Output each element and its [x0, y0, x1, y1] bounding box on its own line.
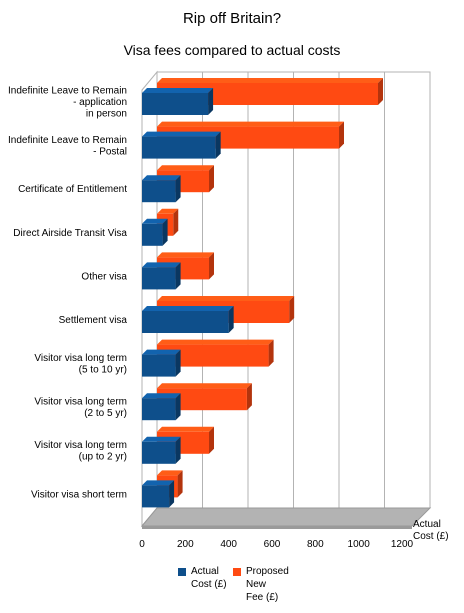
bar-actual [142, 267, 176, 290]
bar-end-proposed [268, 339, 274, 367]
bar-actual [142, 485, 170, 508]
bar-top-actual [142, 262, 181, 268]
chart-title: Rip off Britain? [182, 10, 282, 27]
bar-top-proposed [157, 470, 183, 476]
x-tick-label: 0 [139, 539, 145, 550]
category-label: Direct Airside Transit Visa [13, 228, 127, 239]
bar-actual [142, 136, 216, 159]
category-label: Other visa [81, 271, 127, 282]
legend-label-line: Fee (£) [246, 592, 279, 603]
bar-end-proposed [173, 208, 179, 236]
bar-actual [142, 441, 176, 464]
bar-end-actual [215, 131, 221, 159]
bar-actual [142, 93, 209, 115]
category-label: - application [73, 97, 127, 108]
category-label: Visitor visa short term [31, 489, 127, 500]
bar-top-actual [142, 175, 181, 181]
bar-end-actual [162, 218, 168, 246]
bar-end-actual [175, 262, 181, 290]
bar-top-proposed [157, 426, 214, 432]
category-label: Visitor visa long term [34, 396, 127, 407]
bar-end-proposed [209, 252, 214, 280]
x-tick-label: 1000 [348, 539, 371, 550]
category-label: Indefinite Leave to Remain [8, 135, 127, 146]
bar-top-actual [142, 218, 168, 224]
category-label: in person [86, 109, 127, 120]
bar-top-actual [142, 131, 221, 137]
legend-label-line: Proposed [246, 566, 289, 577]
bar-end-proposed [289, 296, 295, 323]
bar-actual [142, 311, 229, 333]
chart-subtitle: Visa fees compared to actual costs [123, 42, 341, 58]
bar-end-proposed [177, 470, 183, 498]
legend-label-proposed: Proposed New Fee (£) [246, 565, 294, 604]
x-tick-label: 800 [307, 539, 324, 550]
bar-end-proposed [209, 426, 214, 454]
bar-top-actual [142, 88, 214, 93]
category-label: (2 to 5 yr) [84, 408, 127, 419]
bar-top-proposed [157, 165, 214, 171]
x-tick-label: 200 [177, 539, 194, 550]
bar-end-actual [175, 175, 181, 203]
bar-top-actual [142, 393, 181, 399]
bar-top-proposed [157, 78, 383, 83]
bar-top-actual [142, 349, 181, 355]
bar-top-actual [142, 480, 175, 486]
legend-label-line: Cost (£) [191, 579, 227, 590]
category-label: Indefinite Leave to Remain [8, 86, 127, 97]
bar-top-proposed [157, 252, 214, 258]
depth-axis-label: Cost (£) [413, 531, 449, 542]
bar-top-proposed [157, 208, 179, 214]
x-tick-label: 400 [220, 539, 237, 550]
bar-actual [142, 180, 176, 203]
bar-end-proposed [209, 165, 214, 193]
bar-end-actual [175, 349, 181, 377]
floor [140, 507, 432, 527]
legend-swatch-proposed [233, 568, 241, 576]
legend-label-actual: Actual Cost (£) [191, 565, 239, 591]
bar-top-proposed [157, 339, 274, 345]
bar-actual [142, 223, 163, 246]
category-label: Settlement visa [59, 315, 128, 326]
category-label: (5 to 10 yr) [79, 364, 127, 375]
bar-end-actual [175, 436, 181, 464]
category-label: (up to 2 yr) [79, 452, 127, 463]
floor-edge [142, 526, 412, 529]
category-label: - Postal [93, 146, 127, 157]
bar-actual [142, 354, 176, 377]
legend-swatch-actual [178, 568, 186, 576]
bar-end-actual [169, 480, 175, 508]
legend-label-line: New [246, 579, 267, 590]
bar-end-actual [228, 306, 234, 333]
bar-proposed [157, 344, 269, 367]
category-label: Visitor visa long term [34, 353, 127, 364]
category-label: Visitor visa long term [34, 440, 127, 451]
bar-end-actual [175, 393, 181, 421]
category-label: Certificate of Entitlement [18, 184, 127, 195]
bar-top-actual [142, 436, 181, 442]
depth-axis-label: Actual [413, 519, 441, 530]
bar-end-proposed [378, 78, 383, 105]
x-tick-label: 600 [264, 539, 281, 550]
bar-actual [142, 398, 176, 421]
bar-end-actual [208, 88, 214, 115]
bar-end-proposed [246, 383, 252, 411]
bar-top-proposed [157, 121, 344, 127]
bar-top-proposed [157, 296, 295, 301]
x-tick-label: 1200 [391, 539, 414, 550]
bar-top-proposed [157, 383, 252, 389]
bar-end-proposed [339, 121, 344, 149]
legend-label-line: Actual [191, 566, 219, 577]
bar-top-actual [142, 306, 234, 311]
